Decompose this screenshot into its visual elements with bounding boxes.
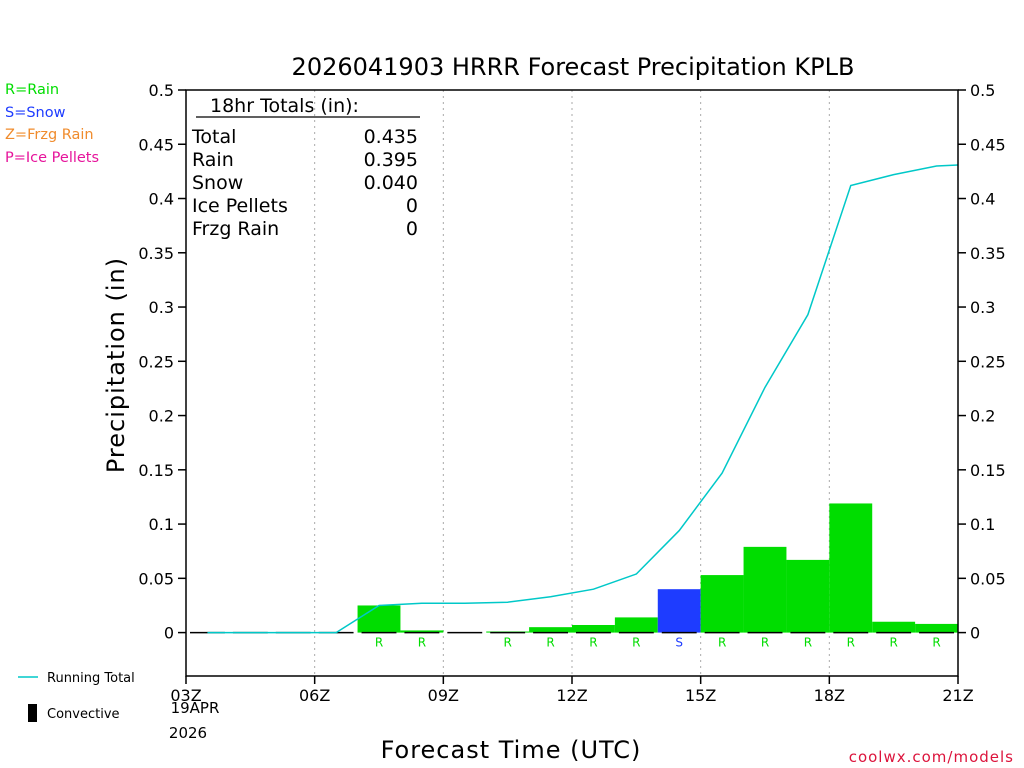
bar-18z: [786, 559, 830, 633]
precip-type-label-13z: R: [589, 636, 597, 650]
x-tick-label: 06Z: [299, 686, 330, 705]
x-tick-label: 09Z: [428, 686, 459, 705]
y-axis-label: Precipitation (in): [102, 257, 130, 473]
y-tick-label-right: 0.35: [970, 244, 1006, 263]
type-key-frzg-rain: Z=Frzg Rain: [5, 127, 94, 143]
x-date-label-year: 2026: [169, 724, 207, 742]
y-tick-label-right: 0.05: [970, 569, 1006, 588]
precip-type-label-14z: R: [632, 636, 640, 650]
y-tick-label-left: 0.25: [138, 352, 174, 371]
y-tick-label-right: 0: [970, 624, 980, 643]
y-tick-label-right: 0.5: [970, 81, 995, 100]
bar-13z: [572, 624, 615, 633]
convective-legend-label: Convective: [47, 707, 120, 722]
bar-20z: [872, 621, 916, 633]
x-tick-label: 12Z: [556, 686, 587, 705]
y-tick-label-right: 0.45: [970, 135, 1006, 154]
y-tick-label-right: 0.1: [970, 515, 995, 534]
y-tick-label-left: 0.35: [138, 244, 174, 263]
bar-15z: [657, 589, 701, 633]
y-axis-ticks: 0 00.05 0.050.1 0.10.15 0.150.2 0.20.25 0.250.…: [138, 81, 1005, 643]
y-tick-label-right: 0.4: [970, 190, 995, 209]
y-tick-label-left: 0.2: [149, 407, 174, 426]
totals-value-snow: 0.040: [364, 172, 418, 194]
type-key-ice-pellets: P=Ice Pellets: [5, 150, 100, 166]
precip-type-label-11z: R: [503, 636, 511, 650]
x-tick-label: 03Z: [170, 686, 201, 705]
totals-value-total: 0.435: [364, 126, 418, 148]
bar-21z: [915, 623, 958, 633]
y-tick-label-right: 0.15: [970, 461, 1006, 480]
bar-16z: [700, 575, 744, 633]
bar-08z: [357, 605, 401, 633]
y-tick-label-left: 0.45: [138, 135, 174, 154]
x-axis-ticks: 03Z 06Z 09Z 12Z 15Z 18Z 21Z: [170, 676, 974, 705]
convective-legend-swatch: [28, 704, 37, 722]
totals-label-snow: Snow: [192, 172, 243, 194]
precip-type-label-18z: R: [804, 636, 812, 650]
precip-type-label-16z: R: [718, 636, 726, 650]
totals-value-rain: 0.395: [364, 149, 418, 171]
x-tick-label: 15Z: [685, 686, 716, 705]
totals-label-ice-pellets: Ice Pellets: [192, 195, 288, 217]
type-key-snow: S=Snow: [5, 105, 66, 121]
precip-type-label-21z: R: [932, 636, 940, 650]
totals-label-rain: Rain: [192, 149, 234, 171]
precip-type-label-08z: R: [375, 636, 383, 650]
precip-type-label-09z: R: [418, 636, 426, 650]
y-tick-label-left: 0.4: [149, 190, 174, 209]
running-total-line: [207, 164, 959, 634]
y-tick-label-right: 0.2: [970, 407, 995, 426]
bar-19z: [829, 503, 873, 633]
totals-value-ice-pellets: 0: [406, 195, 418, 217]
x-tick-label: 21Z: [942, 686, 973, 705]
precip-type-label-15z: S: [675, 636, 683, 650]
y-tick-label-left: 0.05: [138, 569, 174, 588]
totals-header: 18hr Totals (in):: [210, 95, 359, 117]
bar-12z: [529, 627, 572, 633]
running-total-legend-label: Running Total: [47, 671, 135, 686]
totals-label-frzg-rain: Frzg Rain: [192, 218, 279, 240]
y-tick-label-left: 0.1: [149, 515, 174, 534]
bar-17z: [743, 546, 787, 633]
vertical-grid: [314, 90, 830, 676]
type-key-rain: R=Rain: [5, 82, 60, 98]
precip-type-label-20z: R: [889, 636, 897, 650]
bar-14z: [614, 617, 658, 633]
precip-type-label-12z: R: [546, 636, 554, 650]
y-tick-label-right: 0.25: [970, 352, 1006, 371]
bar-09z: [400, 630, 444, 633]
x-axis-label: Forecast Time (UTC): [381, 736, 642, 764]
totals-label-total: Total: [191, 126, 236, 148]
y-tick-label-left: 0.5: [149, 81, 174, 100]
totals-box: 18hr Totals (in): Total 0.435 Rain 0.395…: [191, 95, 420, 240]
chart-title: 2026041903 HRRR Forecast Precipitation K…: [292, 53, 855, 81]
precip-type-label-19z: R: [847, 636, 855, 650]
x-tick-label: 18Z: [814, 686, 845, 705]
totals-value-frzg-rain: 0: [406, 218, 418, 240]
y-tick-label-left: 0: [164, 624, 174, 643]
precip-type-label-17z: R: [761, 636, 769, 650]
credit-link[interactable]: coolwx.com/models: [849, 748, 1014, 766]
y-tick-label-left: 0.15: [138, 461, 174, 480]
y-tick-label-left: 0.3: [149, 298, 174, 317]
x-date-label-month: 19APR: [171, 699, 220, 717]
y-tick-label-right: 0.3: [970, 298, 995, 317]
running-total-layer: [207, 164, 959, 634]
